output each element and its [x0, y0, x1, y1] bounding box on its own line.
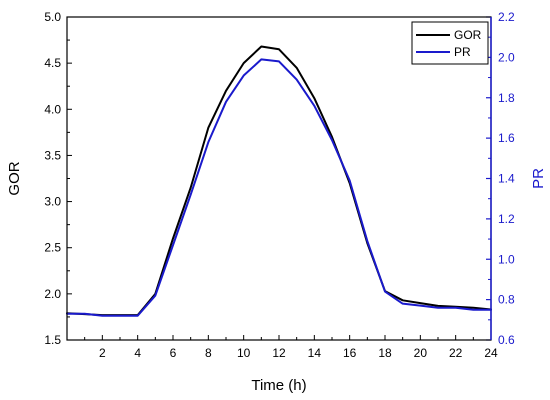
x-tick-label: 20 — [414, 346, 428, 360]
x-tick-label: 2 — [99, 346, 106, 360]
x-tick-label: 24 — [484, 346, 498, 360]
y-right-tick-label: 1.6 — [498, 131, 515, 145]
legend-box — [411, 21, 489, 65]
y-right-axis-title: PR — [530, 168, 547, 189]
x-tick-label: 12 — [272, 346, 286, 360]
series-line-pr — [66, 58, 492, 317]
plot-frame — [66, 16, 492, 341]
x-axis-title: Time (h) — [251, 377, 306, 394]
ticks-layer: 2 4 6 8 10 12 14 16 18 20 22 241.52.02.53.03.54.04.… — [44, 10, 515, 360]
y-left-tick-label: 2.5 — [44, 241, 61, 255]
y-left-tick-label: 5.0 — [44, 10, 61, 24]
y-right-tick-label: 1.2 — [498, 212, 515, 226]
x-tick-label: 10 — [237, 346, 251, 360]
y-right-tick-label: 0.8 — [498, 293, 515, 307]
series-layer — [66, 45, 492, 317]
y-right-tick-label: 1.8 — [498, 91, 515, 105]
legend-label-pr: PR — [454, 45, 471, 59]
y-right-tick-label: 1.4 — [498, 172, 515, 186]
y-left-tick-label: 3.5 — [44, 148, 61, 162]
y-right-tick-label: 2.2 — [498, 10, 515, 24]
legend-label-gor: GOR — [454, 28, 482, 42]
y-right-tick-label: 2.0 — [498, 50, 515, 64]
y-left-tick-label: 2.0 — [44, 287, 61, 301]
series-line-gor — [66, 45, 492, 317]
y-right-tick-label: 1.0 — [498, 252, 515, 266]
y-left-axis-title: GOR — [6, 161, 23, 195]
y-left-tick-label: 4.5 — [44, 56, 61, 70]
y-right-tick-label: 0.6 — [498, 333, 515, 347]
x-tick-label: 14 — [308, 346, 322, 360]
legend: GOR PR — [411, 21, 489, 65]
x-tick-label: 4 — [134, 346, 141, 360]
x-tick-label: 6 — [170, 346, 177, 360]
y-left-tick-label: 4.0 — [44, 102, 61, 116]
x-tick-label: 18 — [378, 346, 392, 360]
y-left-tick-label: 3.0 — [44, 195, 61, 209]
x-tick-label: 8 — [205, 346, 212, 360]
y-left-tick-label: 1.5 — [44, 333, 61, 347]
x-tick-label: 16 — [343, 346, 357, 360]
x-tick-label: 22 — [449, 346, 463, 360]
